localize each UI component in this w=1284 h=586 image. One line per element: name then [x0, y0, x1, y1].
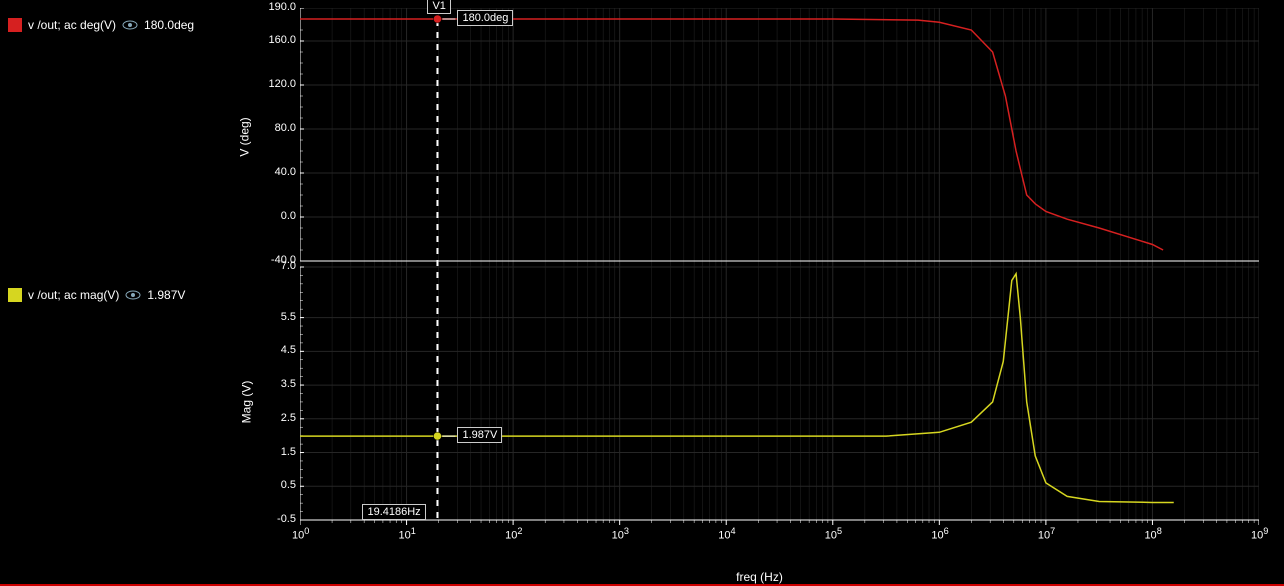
visibility-eye-icon[interactable] [122, 19, 138, 31]
marker-callout: 1.987V [457, 427, 502, 443]
y-tick-label-mag: 4.5 [252, 344, 296, 356]
y-tick-label-mag: 2.5 [252, 412, 296, 424]
y-tick-label-phase: 0.0 [252, 210, 296, 222]
marker-tag: V1 [427, 0, 450, 14]
y-axis-label-phase: V (deg) [238, 117, 252, 156]
legend-value: 1.987V [147, 288, 185, 302]
x-axis-label: freq (Hz) [736, 570, 783, 584]
y-tick-label-mag: 0.5 [252, 479, 296, 491]
x-tick-label: 101 [399, 526, 416, 542]
visibility-eye-icon[interactable] [125, 289, 141, 301]
legend-trace-name: v /out; ac mag(V) [28, 288, 119, 302]
marker-callout: 180.0deg [457, 10, 513, 26]
y-tick-label-mag: -0.5 [252, 513, 296, 525]
x-tick-label: 102 [505, 526, 522, 542]
legend-item-phase[interactable]: v /out; ac deg(V) 180.0deg [0, 14, 235, 36]
y-tick-label-phase: 120.0 [252, 78, 296, 90]
y-tick-label-phase: 40.0 [252, 166, 296, 178]
x-tick-label: 103 [612, 526, 629, 542]
x-tick-label: 108 [1144, 526, 1161, 542]
legend-trace-name: v /out; ac deg(V) [28, 18, 116, 32]
x-tick-label: 107 [1038, 526, 1055, 542]
y-tick-label-phase: 160.0 [252, 34, 296, 46]
plot-region[interactable]: 100101102103104105106107108109-40.00.040… [300, 8, 1259, 538]
x-tick-label: 109 [1251, 526, 1268, 542]
y-tick-label-mag: 1.5 [252, 446, 296, 458]
legend-swatch-mag [8, 288, 22, 302]
legend-swatch-phase [8, 18, 22, 32]
chart-area: V (deg) Mag (V) 100101102103104105106107… [235, 0, 1284, 586]
legend-panel: v /out; ac deg(V) 180.0deg v /out; ac ma… [0, 0, 235, 586]
y-tick-label-mag: 5.5 [252, 311, 296, 323]
x-tick-label: 100 [292, 526, 309, 542]
y-tick-label-phase: 80.0 [252, 122, 296, 134]
cursor-freq-label: 19.4186Hz [362, 504, 425, 520]
plot-svg [300, 8, 1259, 538]
x-tick-label: 106 [931, 526, 948, 542]
x-tick-label: 105 [825, 526, 842, 542]
x-tick-label: 104 [718, 526, 735, 542]
legend-value: 180.0deg [144, 18, 194, 32]
y-tick-label-phase: 190.0 [252, 1, 296, 13]
y-tick-label-mag: 7.0 [252, 260, 296, 272]
y-tick-label-mag: 3.5 [252, 378, 296, 390]
legend-item-mag[interactable]: v /out; ac mag(V) 1.987V [0, 284, 235, 306]
